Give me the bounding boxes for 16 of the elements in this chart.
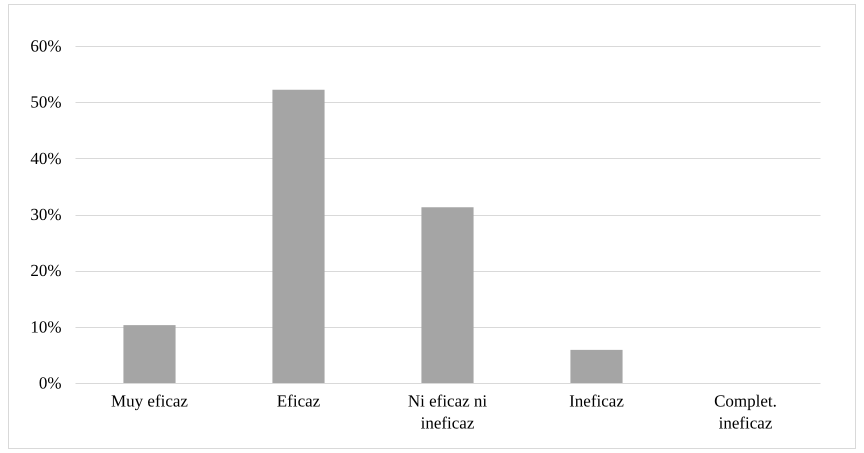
y-tick-label: 30% <box>30 205 62 224</box>
y-tick-label: 60% <box>30 36 62 56</box>
x-tick-label: Ineficaz <box>569 392 624 410</box>
y-tick-label: 10% <box>30 317 62 336</box>
y-tick-label: 50% <box>30 92 62 112</box>
y-tick-label: 0% <box>38 374 62 392</box>
bar <box>421 207 474 383</box>
x-tick-label: Complet. ineficaz <box>714 392 777 432</box>
x-tick-label: Muy eficaz <box>111 392 188 410</box>
bar <box>272 90 325 383</box>
y-tick-label: 20% <box>30 261 62 280</box>
bar <box>570 350 623 383</box>
x-tick-label: Eficaz <box>276 392 321 410</box>
y-tick-label: 40% <box>30 148 62 168</box>
bar <box>123 325 176 383</box>
x-tick-label: Ni eficaz ni ineficaz <box>408 392 488 432</box>
